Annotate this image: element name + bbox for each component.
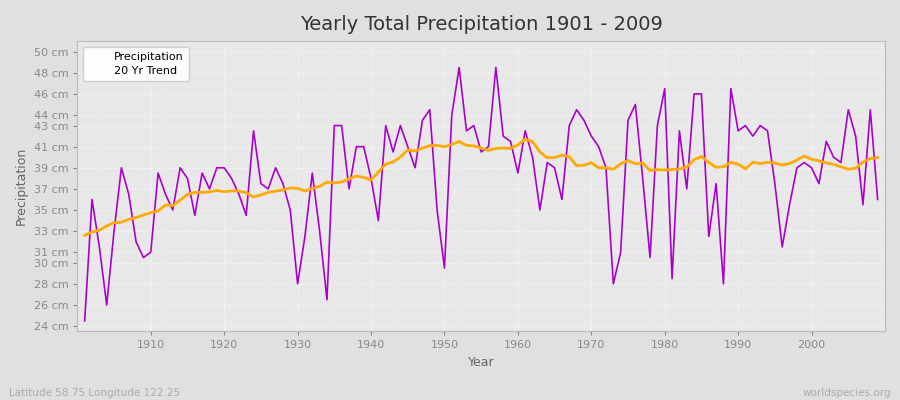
- 20 Yr Trend: [138, 213, 148, 218]
- Precipitation: [300, 234, 310, 239]
- Precipitation: [520, 128, 531, 133]
- 20 Yr Trend: [79, 233, 90, 238]
- Precipitation: [79, 318, 90, 323]
- 20 Yr Trend: [505, 146, 516, 151]
- Precipitation: [512, 171, 523, 176]
- Precipitation: [872, 197, 883, 202]
- Legend: Precipitation, 20 Yr Trend: Precipitation, 20 Yr Trend: [83, 47, 189, 81]
- 20 Yr Trend: [512, 142, 523, 147]
- Text: worldspecies.org: worldspecies.org: [803, 388, 891, 398]
- 20 Yr Trend: [608, 167, 618, 172]
- Title: Yearly Total Precipitation 1901 - 2009: Yearly Total Precipitation 1901 - 2009: [300, 15, 662, 34]
- Line: 20 Yr Trend: 20 Yr Trend: [85, 139, 878, 236]
- Precipitation: [454, 65, 464, 70]
- Text: Latitude 58.75 Longitude 122.25: Latitude 58.75 Longitude 122.25: [9, 388, 180, 398]
- Line: Precipitation: Precipitation: [85, 68, 878, 321]
- 20 Yr Trend: [300, 188, 310, 193]
- Precipitation: [608, 282, 618, 286]
- Precipitation: [344, 186, 355, 191]
- 20 Yr Trend: [344, 176, 355, 181]
- X-axis label: Year: Year: [468, 356, 494, 369]
- Precipitation: [138, 255, 148, 260]
- 20 Yr Trend: [520, 137, 531, 142]
- 20 Yr Trend: [872, 155, 883, 160]
- Y-axis label: Precipitation: Precipitation: [15, 147, 28, 225]
